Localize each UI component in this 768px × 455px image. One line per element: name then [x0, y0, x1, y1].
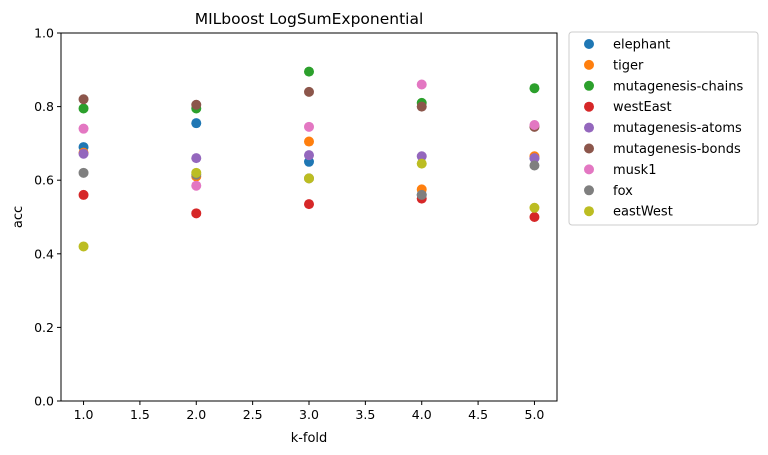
data-point — [529, 83, 540, 94]
legend-marker — [584, 122, 594, 133]
y-tick-label: 0.4 — [34, 246, 54, 261]
legend-marker — [584, 101, 594, 112]
legend-label: eastWest — [613, 205, 673, 220]
legend-marker — [584, 59, 594, 70]
legend-marker — [584, 143, 594, 154]
x-tick-label: 1.0 — [74, 407, 94, 422]
x-tick-label: 5.0 — [525, 407, 545, 422]
data-point — [304, 199, 314, 210]
legend-marker — [584, 206, 594, 217]
x-tick-label: 2.0 — [186, 407, 206, 422]
legend-label: westEast — [613, 100, 672, 115]
data-point — [191, 153, 202, 164]
data-point — [416, 101, 427, 112]
data-point — [78, 167, 89, 178]
legend-label: mutagenesis-bonds — [613, 142, 741, 157]
chart-title: MILboost LogSumExponential — [195, 10, 424, 28]
data-point — [304, 121, 314, 132]
y-tick-label: 0.6 — [34, 173, 54, 188]
x-tick-label: 2.5 — [243, 407, 263, 422]
legend-marker — [584, 80, 594, 91]
y-tick-label: 0.0 — [34, 394, 54, 409]
data-point — [304, 150, 314, 161]
legend-marker — [584, 185, 594, 196]
data-point — [191, 208, 202, 219]
legend-marker — [584, 164, 594, 175]
legend-label: mutagenesis-atoms — [613, 121, 742, 136]
legend-label: tiger — [613, 58, 644, 73]
data-point — [78, 94, 89, 105]
y-tick-label: 0.8 — [34, 99, 54, 114]
x-axis-label: k-fold — [291, 431, 328, 446]
data-point — [304, 173, 314, 184]
data-point — [416, 151, 427, 162]
data-point — [78, 189, 89, 200]
data-point — [304, 86, 314, 97]
data-point — [78, 148, 89, 159]
data-point — [191, 167, 202, 178]
data-point — [191, 180, 202, 191]
data-point — [529, 160, 540, 171]
legend-label: elephant — [613, 38, 670, 53]
data-point — [78, 241, 89, 252]
data-point — [416, 189, 427, 200]
y-axis: 0.0 0.2 0.4 0.6 0.8 1.0 — [34, 26, 61, 409]
y-tick-label: 1.0 — [34, 26, 54, 41]
data-point — [304, 136, 314, 147]
x-axis: 1.0 1.5 2.0 2.5 3.0 3.5 4.0 4.5 5.0 — [74, 401, 545, 422]
data-point — [78, 103, 89, 114]
data-point — [191, 118, 202, 129]
legend-label: fox — [613, 184, 633, 199]
data-point — [416, 79, 427, 90]
legend-label: musk1 — [613, 163, 656, 178]
data-point — [304, 66, 314, 77]
legend-label: mutagenesis-chains — [613, 79, 744, 94]
data-point — [529, 202, 540, 213]
data-point — [78, 123, 89, 134]
legend: elephant tiger mutagenesis-chains westEast m… — [568, 31, 759, 226]
data-point — [191, 99, 202, 110]
legend-marker — [584, 39, 594, 49]
y-axis-label: acc — [11, 206, 26, 228]
legend-frame — [568, 31, 759, 226]
data-point — [529, 153, 540, 164]
x-tick-label: 1.5 — [130, 407, 150, 422]
y-tick-label: 0.2 — [34, 320, 54, 335]
data-points — [78, 66, 540, 252]
data-point — [529, 120, 540, 130]
x-tick-label: 3.0 — [299, 407, 319, 422]
x-tick-label: 4.5 — [468, 407, 488, 422]
x-tick-label: 3.5 — [355, 407, 375, 422]
data-point — [529, 212, 540, 222]
data-point — [416, 158, 427, 169]
x-tick-label: 4.0 — [412, 407, 432, 422]
